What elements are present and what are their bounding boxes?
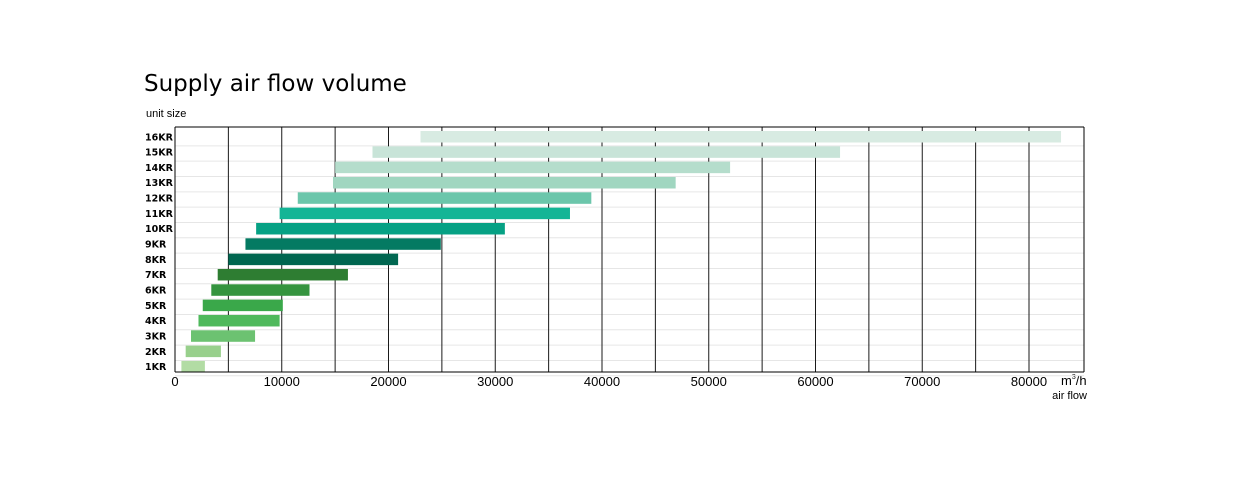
x-tick-label: 10000 xyxy=(264,374,300,389)
y-tick-label: 15KR xyxy=(145,148,174,159)
y-axis-label: unit size xyxy=(146,108,187,120)
unit-suffix: /h xyxy=(1075,373,1087,388)
x-tick-label: 60000 xyxy=(797,374,833,389)
x-tick-label: 0 xyxy=(171,374,178,389)
y-tick-label: 13KR xyxy=(145,178,174,189)
y-tick-label: 7KR xyxy=(145,270,167,281)
grid-layer xyxy=(175,127,1084,377)
bar-12kr xyxy=(297,192,592,204)
bar-16kr xyxy=(420,131,1062,143)
y-tick-label: 8KR xyxy=(145,255,167,266)
bar-4kr xyxy=(198,314,280,327)
y-tick-label: 11KR xyxy=(145,209,174,220)
x-tick-labels: 0 10000 20000 30000 40000 50000 60000 70000 8000… xyxy=(171,374,1047,389)
bar-3kr xyxy=(191,330,256,342)
x-tick-label: 30000 xyxy=(477,374,513,389)
y-tick-label: 12KR xyxy=(145,194,174,205)
x-tick-label: 50000 xyxy=(691,374,727,389)
bar-6kr xyxy=(211,284,310,296)
bar-10kr xyxy=(256,222,505,235)
y-tick-label: 3KR xyxy=(145,332,167,343)
y-tick-label: 6KR xyxy=(145,286,167,297)
x-tick-label: 20000 xyxy=(370,374,406,389)
bar-9kr xyxy=(245,238,441,250)
y-tick-label: 14KR xyxy=(145,163,174,174)
y-tick-label: 1KR xyxy=(145,362,167,373)
bar-5kr xyxy=(202,299,283,312)
bar-8kr xyxy=(228,253,399,266)
x-axis-unit: m3/h xyxy=(1061,370,1087,389)
chart-title: Supply air flow volume xyxy=(144,71,407,97)
y-tick-label: 2KR xyxy=(145,347,167,358)
y-tick-label: 16KR xyxy=(145,132,174,143)
bar-15kr xyxy=(372,146,841,158)
bar-13kr xyxy=(332,176,676,189)
unit-exponent: 3 xyxy=(1071,374,1076,381)
bar-11kr xyxy=(279,207,570,220)
bar-2kr xyxy=(185,345,221,358)
x-tick-label: 80000 xyxy=(1011,374,1047,389)
unit-base: m xyxy=(1061,373,1072,388)
x-axis-label: air flow xyxy=(1052,390,1087,402)
y-tick-label: 4KR xyxy=(145,316,167,327)
y-tick-label: 10KR xyxy=(145,224,174,235)
y-tick-label: 5KR xyxy=(145,301,167,312)
axis-layer xyxy=(174,126,1085,373)
bar-1kr xyxy=(181,360,205,373)
y-tick-label: 9KR xyxy=(145,240,167,251)
bar-14kr xyxy=(335,161,731,174)
bar-layer xyxy=(181,131,1062,373)
x-tick-label: 40000 xyxy=(584,374,620,389)
bar-7kr xyxy=(217,268,348,281)
y-tick-labels: 16KR 15KR 14KR 13KR 12KR 11KR 10KR 9KR 8KR 7KR 6KR… xyxy=(145,132,174,373)
x-tick-label: 70000 xyxy=(904,374,940,389)
